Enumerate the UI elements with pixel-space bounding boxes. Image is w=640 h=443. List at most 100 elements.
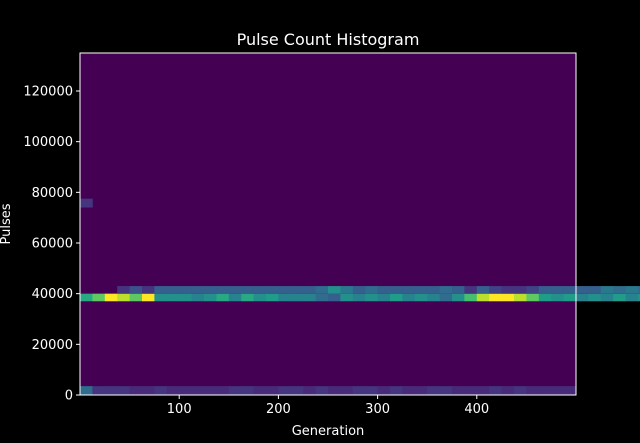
y-tick-label: 20000	[32, 338, 73, 353]
heatmap-cell	[104, 386, 118, 395]
heatmap-cell	[638, 293, 640, 302]
heatmap-cell	[154, 386, 168, 395]
heatmap-cell	[340, 386, 354, 395]
heatmap-cell	[414, 293, 428, 302]
heatmap-cell	[278, 286, 292, 294]
heatmap-cell	[241, 386, 254, 395]
heatmap-cell	[191, 293, 205, 302]
heatmap-cell	[340, 293, 354, 302]
y-axis-label: Pulses	[0, 203, 14, 244]
heatmap-cell	[489, 386, 502, 395]
heatmap-cell	[303, 286, 316, 294]
x-axis-label: Generation	[292, 424, 365, 439]
heatmap-cell	[439, 293, 453, 302]
y-tick-label: 40000	[32, 287, 73, 302]
heatmap-cell	[328, 386, 341, 395]
heatmap-cell	[538, 286, 552, 294]
heatmap-cell	[104, 293, 118, 302]
heatmap-cell	[390, 293, 403, 302]
heatmap-cell	[551, 386, 564, 395]
heatmap-cell	[253, 386, 267, 395]
heatmap-cell	[625, 293, 639, 302]
heatmap-cell	[365, 293, 378, 302]
heatmap-cell	[328, 286, 341, 294]
heatmap-cell	[414, 386, 428, 395]
heatmap-cell	[290, 293, 304, 302]
heatmap-cell	[154, 286, 168, 294]
heatmap-cell	[228, 286, 242, 294]
heatmap-cell	[489, 293, 502, 302]
heatmap-cell	[216, 293, 230, 302]
x-tick-label: 300	[365, 402, 390, 417]
heatmap-cell	[402, 286, 416, 294]
heatmap-cell	[166, 293, 180, 302]
x-tick-label: 100	[167, 402, 192, 417]
heatmap-cell	[563, 386, 577, 395]
heatmap-cell	[352, 293, 366, 302]
heatmap-cell	[278, 386, 292, 395]
heatmap-cell	[204, 286, 217, 294]
heatmap-cell	[154, 293, 168, 302]
heatmap-cell	[613, 293, 626, 302]
heatmap-cell	[278, 293, 292, 302]
y-tick-label: 60000	[32, 237, 73, 252]
y-tick-label: 80000	[32, 186, 73, 201]
heatmap-cell	[439, 386, 453, 395]
heatmap-cell	[501, 286, 515, 294]
heatmap-cell	[476, 293, 490, 302]
heatmap-cell	[514, 286, 527, 294]
heatmap-cell	[191, 386, 205, 395]
heatmap-cell	[464, 286, 478, 294]
heatmap-cell	[216, 286, 230, 294]
heatmap-cell	[290, 286, 304, 294]
heatmap-cell	[241, 293, 254, 302]
heatmap-cell	[514, 386, 527, 395]
heatmap-cell	[402, 386, 416, 395]
y-tick-label: 100000	[23, 135, 73, 150]
heatmap-cell	[142, 286, 155, 294]
heatmap-cell	[452, 386, 465, 395]
heatmap-cell	[476, 386, 490, 395]
heatmap-cell	[563, 286, 577, 294]
heatmap-cell	[464, 386, 478, 395]
heatmap-cell	[241, 286, 254, 294]
heatmap-cell	[390, 386, 403, 395]
heatmap-cell	[142, 293, 155, 302]
heatmap-cell	[563, 293, 577, 302]
heatmap-cell	[179, 386, 192, 395]
heatmap-cell	[117, 386, 130, 395]
heatmap-cell	[129, 386, 143, 395]
heatmap-cell	[526, 386, 540, 395]
heatmap-cell	[303, 293, 316, 302]
heatmap-cell	[315, 293, 329, 302]
heatmap-cell	[228, 386, 242, 395]
heatmap-cell	[315, 286, 329, 294]
heatmap-cell	[638, 286, 640, 294]
heatmap-cell	[117, 286, 130, 294]
heatmap-cell	[427, 293, 440, 302]
heatmap-cell	[117, 293, 130, 302]
heatmap-cell	[80, 198, 93, 208]
heatmap-cell	[303, 386, 316, 395]
heatmap-cell	[526, 293, 540, 302]
x-tick-label: 200	[266, 402, 291, 417]
heatmap-cell	[538, 386, 552, 395]
heatmap-cell	[576, 286, 589, 294]
x-axis-ticks: 100 200 300 400	[167, 395, 489, 417]
y-tick-label: 0	[65, 389, 73, 404]
heatmap-cell	[129, 293, 143, 302]
heatmap-cell	[253, 293, 267, 302]
x-tick-label: 400	[464, 402, 489, 417]
heatmap-cell	[452, 293, 465, 302]
y-tick-label: 120000	[23, 85, 73, 100]
heatmap-cell	[365, 386, 378, 395]
heatmap-cell	[290, 386, 304, 395]
heatmap-cell	[166, 386, 180, 395]
heatmap-cell	[439, 286, 453, 294]
plot-frame	[79, 52, 577, 396]
heatmap-cells	[80, 198, 640, 395]
heatmap-cell	[588, 293, 602, 302]
heatmap-cell	[588, 286, 602, 294]
heatmap-cell	[328, 293, 341, 302]
